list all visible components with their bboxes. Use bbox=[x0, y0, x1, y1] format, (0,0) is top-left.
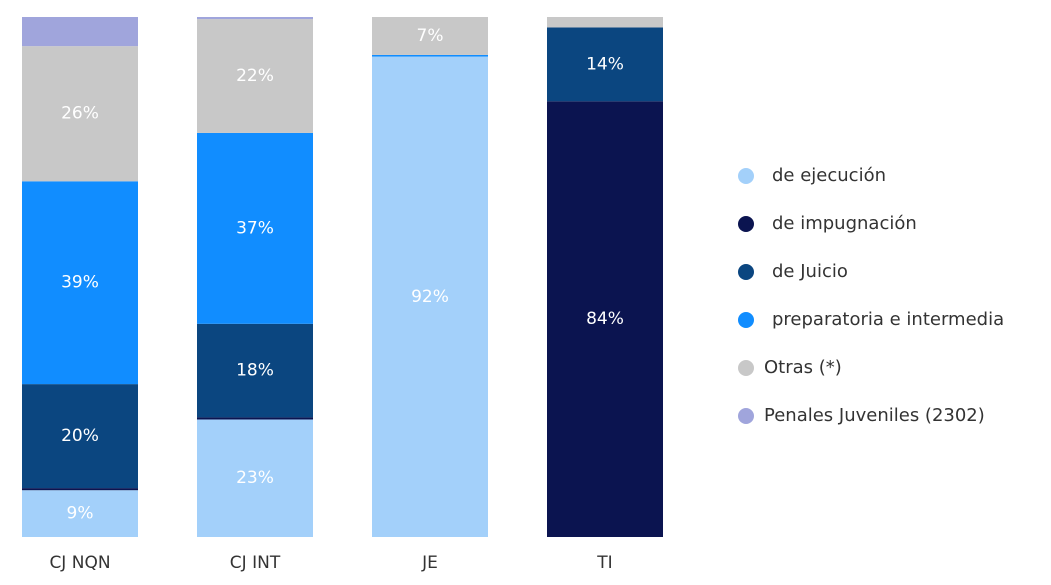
legend-marker bbox=[738, 168, 754, 184]
bar-segment bbox=[197, 19, 313, 133]
bar-segment bbox=[197, 419, 313, 537]
legend-label: de impugnación bbox=[772, 213, 917, 234]
bar-segment bbox=[22, 384, 138, 489]
bar-segment bbox=[197, 17, 313, 20]
bar-segment bbox=[372, 17, 488, 55]
bar-segment bbox=[547, 101, 663, 538]
legend-label: de Juicio bbox=[772, 261, 848, 282]
legend-label: Otras (*) bbox=[764, 357, 842, 378]
data-label: 84% bbox=[586, 309, 624, 329]
x-tick-label: CJ INT bbox=[230, 553, 281, 573]
bar-segment bbox=[22, 181, 138, 385]
legend-marker bbox=[738, 312, 754, 328]
bar-segment bbox=[547, 17, 663, 28]
data-label: 20% bbox=[61, 426, 99, 446]
legend-label: preparatoria e intermedia bbox=[772, 309, 1004, 330]
legend-marker bbox=[738, 216, 754, 232]
bar-segment bbox=[547, 27, 663, 102]
bar-segment bbox=[197, 417, 313, 420]
legend-marker bbox=[738, 360, 754, 376]
bar-segment bbox=[197, 132, 313, 324]
x-tick-label: CJ NQN bbox=[49, 553, 110, 573]
bar-segment bbox=[372, 56, 488, 538]
data-label: 18% bbox=[236, 361, 274, 381]
legend-label: Penales Juveniles (2302) bbox=[764, 405, 985, 426]
data-label: 9% bbox=[67, 504, 94, 524]
bar-segment bbox=[22, 488, 138, 491]
data-label: 23% bbox=[236, 468, 274, 488]
data-label: 7% bbox=[417, 26, 444, 46]
x-tick-label: JE bbox=[421, 553, 438, 573]
legend-marker bbox=[738, 264, 754, 280]
legend-label: de ejecución bbox=[772, 165, 886, 186]
legend-marker bbox=[738, 408, 754, 424]
data-label: 37% bbox=[236, 218, 274, 238]
data-label: 26% bbox=[61, 104, 99, 124]
bar-segment bbox=[22, 490, 138, 537]
bar-segment bbox=[197, 323, 313, 418]
data-label: 14% bbox=[586, 54, 624, 74]
bar-segment bbox=[22, 17, 138, 47]
data-label: 22% bbox=[236, 66, 274, 86]
data-label: 92% bbox=[411, 287, 449, 307]
bar-segment bbox=[22, 46, 138, 182]
data-label: 39% bbox=[61, 273, 99, 293]
bar-segment bbox=[372, 54, 488, 57]
x-tick-label: TI bbox=[596, 553, 612, 573]
